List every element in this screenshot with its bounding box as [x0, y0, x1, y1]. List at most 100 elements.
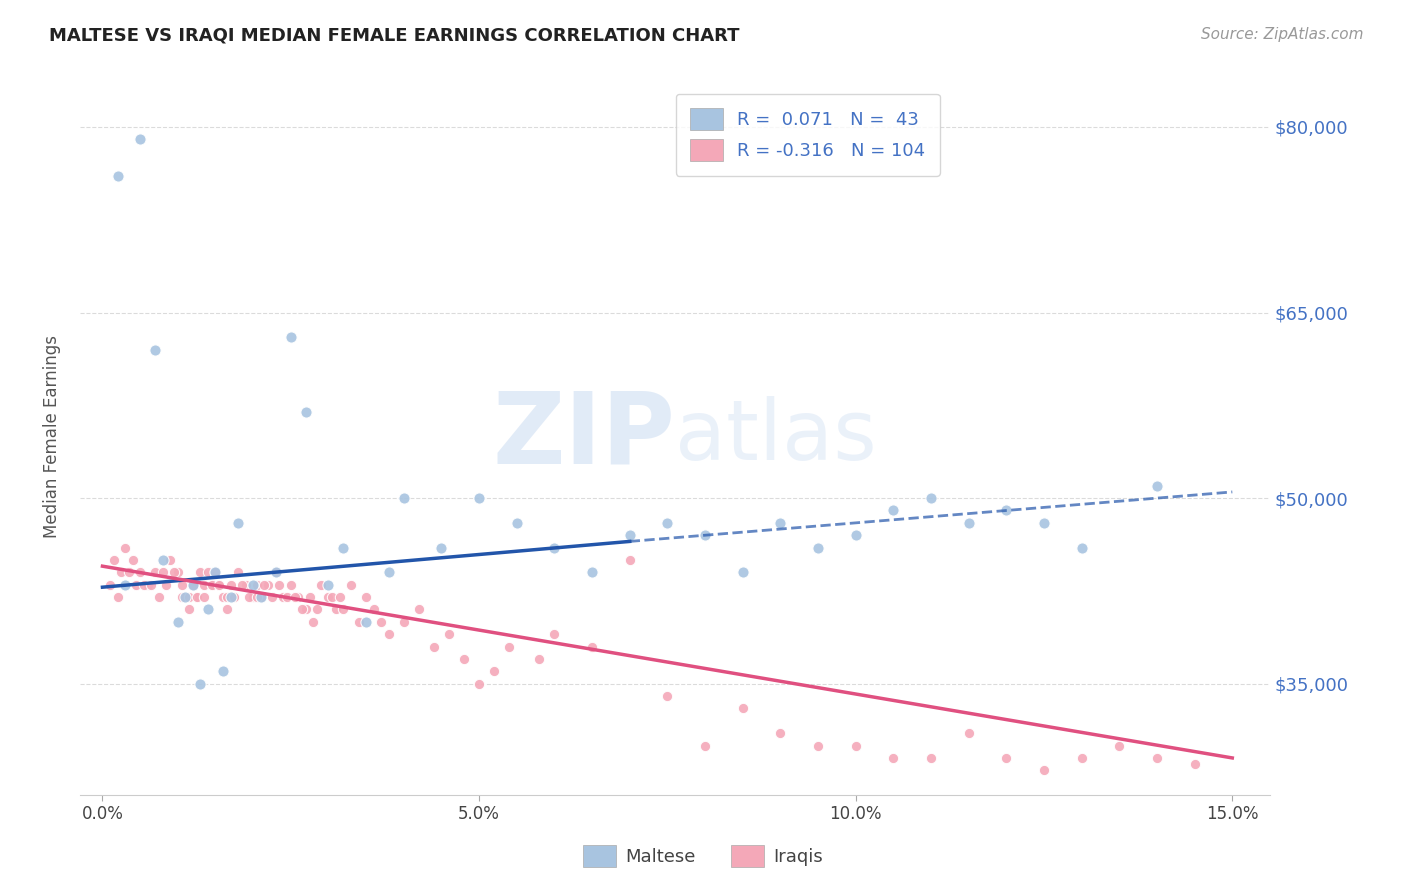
Point	[1033, 516, 1056, 530]
Point	[693, 528, 716, 542]
Point	[377, 627, 399, 641]
Point	[98, 578, 121, 592]
Point	[152, 553, 174, 567]
Point	[370, 615, 392, 629]
Point	[204, 566, 226, 580]
Point	[174, 590, 197, 604]
Point	[190, 566, 212, 580]
Point	[177, 590, 200, 604]
Point	[215, 602, 238, 616]
Point	[170, 590, 193, 604]
Point	[657, 516, 679, 530]
Legend: Maltese, Iraqis: Maltese, Iraqis	[576, 838, 830, 874]
Point	[136, 578, 159, 592]
Point	[264, 566, 287, 580]
Point	[246, 590, 269, 604]
Point	[129, 566, 152, 580]
Point	[437, 627, 460, 641]
Point	[280, 330, 302, 344]
Point	[107, 590, 129, 604]
Point	[482, 665, 505, 679]
Point	[143, 566, 166, 580]
Point	[920, 491, 942, 505]
Point	[242, 578, 264, 592]
Point	[212, 590, 235, 604]
Point	[208, 578, 231, 592]
Point	[307, 602, 329, 616]
Point	[103, 553, 125, 567]
Point	[430, 541, 453, 555]
Point	[276, 590, 298, 604]
Text: ZIP: ZIP	[492, 388, 675, 484]
Point	[543, 627, 565, 641]
Point	[309, 578, 332, 592]
Point	[125, 578, 148, 592]
Point	[118, 566, 141, 580]
Point	[269, 578, 291, 592]
Point	[193, 590, 215, 604]
Point	[392, 491, 415, 505]
Point	[212, 665, 235, 679]
Point	[408, 602, 430, 616]
Point	[246, 578, 269, 592]
Point	[340, 578, 363, 592]
Point	[166, 566, 188, 580]
Point	[1070, 751, 1092, 765]
Point	[882, 503, 904, 517]
Point	[769, 726, 792, 740]
Point	[170, 578, 193, 592]
Point	[110, 566, 132, 580]
Point	[141, 578, 163, 592]
Point	[363, 602, 385, 616]
Legend: R =  0.071   N =  43, R = -0.316   N = 104: R = 0.071 N = 43, R = -0.316 N = 104	[676, 94, 939, 176]
Point	[1146, 479, 1168, 493]
Point	[242, 590, 264, 604]
Point	[166, 615, 188, 629]
Point	[148, 590, 170, 604]
Point	[543, 541, 565, 555]
Point	[204, 566, 226, 580]
Point	[208, 578, 231, 592]
Point	[354, 615, 377, 629]
Point	[249, 590, 271, 604]
Point	[132, 578, 155, 592]
Point	[995, 503, 1018, 517]
Point	[1108, 739, 1130, 753]
Point	[318, 590, 340, 604]
Point	[302, 615, 325, 629]
Point	[731, 701, 754, 715]
Point	[226, 566, 249, 580]
Point	[318, 578, 340, 592]
Point	[1184, 757, 1206, 772]
Point	[152, 566, 174, 580]
Point	[283, 590, 305, 604]
Text: MALTESE VS IRAQI MEDIAN FEMALE EARNINGS CORRELATION CHART: MALTESE VS IRAQI MEDIAN FEMALE EARNINGS …	[49, 27, 740, 45]
Point	[1033, 764, 1056, 778]
Point	[193, 578, 215, 592]
Point	[219, 578, 242, 592]
Point	[325, 602, 347, 616]
Point	[238, 590, 260, 604]
Point	[1070, 541, 1092, 555]
Point	[181, 578, 204, 592]
Point	[260, 590, 283, 604]
Point	[882, 751, 904, 765]
Point	[201, 578, 224, 592]
Point	[295, 404, 318, 418]
Point	[253, 578, 276, 592]
Point	[190, 676, 212, 690]
Point	[506, 516, 529, 530]
Point	[271, 590, 294, 604]
Y-axis label: Median Female Earnings: Median Female Earnings	[44, 334, 60, 538]
Point	[264, 566, 287, 580]
Point	[845, 528, 868, 542]
Point	[619, 553, 641, 567]
Point	[295, 602, 318, 616]
Point	[332, 541, 354, 555]
Point	[957, 516, 980, 530]
Point	[347, 615, 370, 629]
Point	[291, 602, 314, 616]
Point	[498, 640, 520, 654]
Point	[121, 553, 143, 567]
Point	[114, 541, 136, 555]
